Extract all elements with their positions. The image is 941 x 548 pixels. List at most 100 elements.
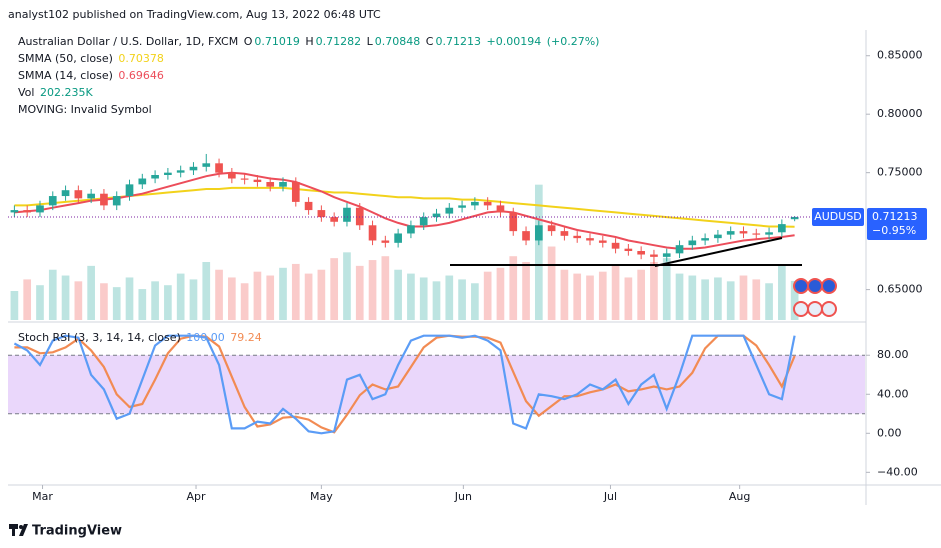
candle-body xyxy=(471,201,479,206)
volume-bar xyxy=(112,287,121,320)
flag-icon xyxy=(793,278,809,294)
volume-bar xyxy=(23,279,32,320)
candle-body xyxy=(547,225,556,232)
price-tag xyxy=(867,207,927,240)
flag-icon xyxy=(807,278,823,294)
candle-body xyxy=(458,205,466,208)
candle-body xyxy=(202,163,211,167)
series-last-value: 100.00 xyxy=(186,331,225,344)
stoch-line xyxy=(13,334,796,435)
series-last-value: 0.70378 xyxy=(118,52,164,65)
volume-layer xyxy=(10,184,799,320)
ohlc-letter: C xyxy=(425,35,434,48)
candle-body xyxy=(624,248,633,252)
y-tick-label: 40.00 xyxy=(877,387,909,400)
candle-body xyxy=(509,212,518,232)
candle-body xyxy=(445,207,454,214)
candle-body xyxy=(394,233,402,243)
volume-bar xyxy=(36,285,44,320)
flags xyxy=(793,278,837,317)
ohlc-value: 0.71282 xyxy=(315,35,362,48)
volume-bar xyxy=(765,283,773,320)
volume-bar xyxy=(611,265,620,320)
candle-body xyxy=(240,178,249,180)
volume-bar xyxy=(394,269,402,320)
volume-bar xyxy=(266,275,275,320)
candle-body xyxy=(74,190,83,199)
volume-bar xyxy=(138,289,147,320)
volume-bar xyxy=(407,273,415,320)
series-name: Vol xyxy=(18,86,35,99)
candle-body xyxy=(739,231,748,234)
ohlc-letter: H xyxy=(305,35,314,48)
candle-body xyxy=(432,213,441,218)
flag-icon xyxy=(821,278,837,294)
candle-body xyxy=(266,182,275,187)
y-tick-label: 0.65000 xyxy=(877,283,923,296)
volume-bar xyxy=(714,277,722,320)
volume-bar xyxy=(726,281,735,320)
volume-bar xyxy=(496,267,505,320)
volume-bar xyxy=(74,281,83,320)
candle-body xyxy=(368,225,377,241)
stoch-band xyxy=(8,355,865,414)
volume-bar xyxy=(202,262,211,320)
legend-sma50: SMMA (50, close) 0.70378 xyxy=(18,52,166,65)
volume-bar xyxy=(125,277,134,320)
flag-icon xyxy=(793,301,809,317)
candle-body xyxy=(138,178,147,185)
candle-body xyxy=(61,190,70,197)
candle-body xyxy=(611,242,620,249)
series-name: SMMA (14, close) xyxy=(18,69,113,82)
logo-shape xyxy=(12,524,15,536)
candle-body xyxy=(726,231,735,235)
volume-bar xyxy=(253,271,262,320)
x-tick-label: Jul xyxy=(603,490,617,503)
candle-body xyxy=(304,201,313,211)
y-tick-label: 0.00 xyxy=(877,426,902,439)
volume-bar xyxy=(291,263,300,320)
symbol-title: Australian Dollar / U.S. Dollar, 1D, FXC… xyxy=(18,35,239,48)
candle-body xyxy=(598,240,607,243)
series-last-value: 0.69646 xyxy=(118,69,164,82)
candle-body xyxy=(688,240,697,246)
candle-body xyxy=(701,238,709,241)
candle-body xyxy=(10,210,19,213)
publisher-line: analyst102 published on TradingView.com,… xyxy=(8,8,381,21)
volume-bar xyxy=(586,275,594,320)
drawings xyxy=(450,237,802,267)
x-tick-label: Jun xyxy=(454,490,472,503)
logo-shape xyxy=(19,524,28,536)
moving-average-line xyxy=(14,171,795,250)
volume-bar xyxy=(355,265,364,320)
candle-body xyxy=(164,172,172,175)
volume-bar xyxy=(61,275,70,320)
y-tick-label: 0.85000 xyxy=(877,49,923,62)
candle-body xyxy=(36,205,44,213)
brand: TradingView xyxy=(32,524,122,539)
ohlc-letter: L xyxy=(366,35,373,48)
candle-body xyxy=(253,179,262,183)
volume-bar xyxy=(483,271,492,320)
volume-bar xyxy=(164,285,172,320)
candle-body xyxy=(343,207,351,222)
candle-body xyxy=(48,196,57,206)
volume-bar xyxy=(419,277,428,320)
volume-bar xyxy=(368,260,377,320)
stoch-panel xyxy=(8,334,865,435)
volume-bar xyxy=(330,258,339,320)
candle-body xyxy=(23,210,32,213)
volume-bar xyxy=(445,275,454,320)
price-tag-change: −0.95% xyxy=(872,224,916,237)
candle-body xyxy=(100,193,108,206)
moving-averages xyxy=(14,171,795,250)
candle-body xyxy=(790,216,799,220)
price-tag-value: 0.71213 xyxy=(872,210,918,223)
candle-body xyxy=(112,196,121,206)
candle-body xyxy=(534,225,543,241)
candle-body xyxy=(228,172,236,179)
brand-logo xyxy=(9,524,28,536)
volume-bar xyxy=(317,269,326,320)
candle-body xyxy=(317,210,326,218)
